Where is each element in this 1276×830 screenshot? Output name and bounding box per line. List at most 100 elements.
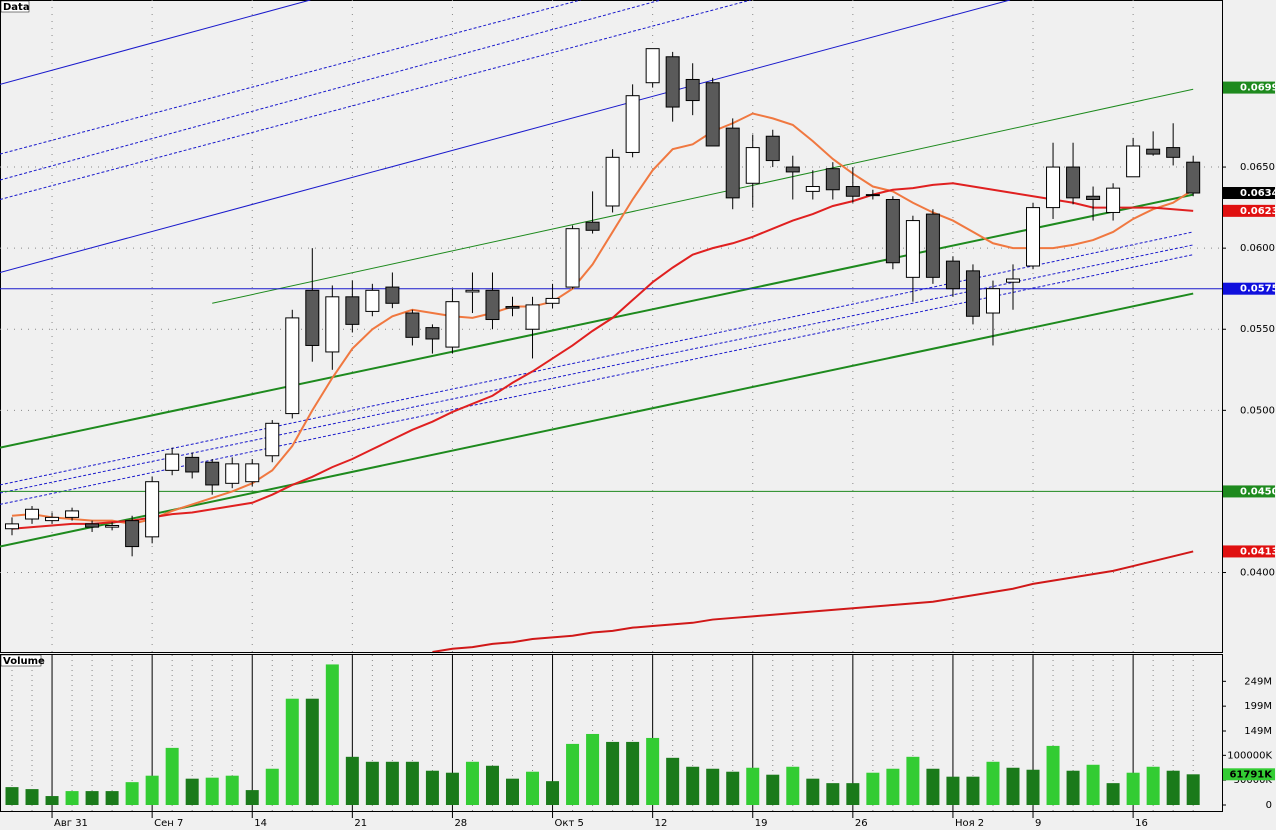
main-frame	[0, 0, 1223, 653]
y-tick-label: 0.0500	[1240, 405, 1275, 416]
candle-body	[965, 270, 980, 317]
trend-line	[0, 292, 1194, 548]
volume-bar	[946, 776, 960, 805]
y-tick-label: 50000K	[1234, 775, 1273, 786]
candle-body	[45, 516, 60, 522]
volume-bar	[1026, 769, 1040, 805]
candle-body	[385, 286, 400, 304]
volume-bar	[726, 771, 740, 805]
candle-body	[105, 524, 120, 528]
volume-bar	[886, 768, 900, 805]
volume-bar	[626, 741, 640, 805]
candle-body	[1146, 148, 1161, 155]
volume-bar	[385, 761, 399, 805]
volume-bar	[225, 775, 239, 805]
volume-bar	[686, 766, 700, 805]
volume-bar	[85, 791, 99, 805]
volume-bar	[45, 796, 59, 805]
candle-body	[1126, 145, 1141, 178]
trend-line	[0, 193, 1194, 449]
candle-body	[145, 481, 160, 538]
candle-body	[745, 147, 760, 184]
candle-body	[865, 194, 880, 197]
trend-line	[0, 0, 311, 85]
candle-body	[825, 168, 840, 191]
candle-body	[705, 82, 720, 147]
candle-body	[485, 289, 500, 321]
x-tick-label: 21	[354, 818, 367, 829]
candle-body	[245, 463, 260, 483]
price-marker-label: 0.0575	[1240, 284, 1276, 295]
price-marker	[1223, 204, 1275, 217]
volume-bar	[425, 770, 439, 805]
volume-bar	[1066, 770, 1080, 805]
volume-bar	[185, 778, 199, 805]
candle-body	[85, 523, 100, 528]
volume-bar	[465, 761, 479, 805]
trend-line	[0, 244, 1194, 494]
volume-bar	[806, 778, 820, 805]
candle-body	[345, 296, 360, 325]
y-tick-label: 149M	[1244, 726, 1272, 737]
price-marker-label: 0.0413	[1240, 546, 1276, 557]
price-marker-label: 0.0634	[1240, 188, 1276, 199]
volume-bar	[325, 664, 339, 805]
x-tick-label: 14	[254, 818, 267, 829]
candle-body	[925, 213, 940, 278]
price-marker-label: 0.0450	[1240, 486, 1276, 497]
y-tick-label: 0.0650	[1240, 162, 1275, 173]
candle-body	[365, 289, 380, 312]
main-plot	[0, 0, 1222, 652]
price-marker	[1223, 545, 1275, 558]
candle-body	[1166, 147, 1181, 158]
candle-body	[985, 288, 1000, 314]
volume-bar	[105, 791, 119, 805]
candle-body	[565, 228, 580, 288]
trend-line	[0, 0, 1011, 273]
volume-bar	[906, 756, 920, 805]
indicator-line	[11, 182, 1194, 530]
x-tick-label: 12	[655, 818, 668, 829]
volume-bar	[165, 747, 179, 805]
volume-bar	[586, 733, 600, 805]
volume-bar	[265, 768, 279, 805]
volume-bar	[506, 778, 519, 805]
title-box	[0, 0, 30, 13]
axes: 0.0400 0.0500 0.0550 0.0600 0.0650 Авг 31 Сен …	[51, 81, 1276, 829]
title-box	[0, 654, 42, 667]
candle-body	[5, 523, 19, 530]
volume-bar	[205, 777, 219, 805]
trend-line	[0, 0, 751, 200]
candle-body	[785, 166, 800, 173]
candle-body	[765, 135, 780, 162]
volume-bar	[766, 774, 780, 805]
candle-body	[125, 520, 140, 548]
candle-body	[445, 301, 460, 348]
volume-bar	[1046, 745, 1060, 805]
candle-body	[1046, 166, 1061, 209]
volume-bar	[25, 789, 39, 805]
x-tick-label: Ноя 2	[955, 818, 984, 829]
volume-bar	[1166, 770, 1180, 805]
volume-marker	[1223, 768, 1275, 781]
trend-line	[212, 88, 1194, 304]
candle-body	[65, 510, 80, 518]
x-tick-label: Авг 31	[54, 818, 88, 829]
volume-bar	[125, 782, 139, 805]
y-tick-label: 249M	[1244, 676, 1272, 687]
x-tick-label: 9	[1035, 818, 1041, 829]
candle-body	[945, 260, 960, 290]
volume-frame	[0, 654, 1223, 812]
indicator-line	[11, 112, 1194, 525]
volume-bar	[566, 743, 580, 805]
volume-bar	[305, 698, 319, 805]
volume-bar	[485, 765, 499, 805]
price-marker-label: 0.0699	[1240, 83, 1276, 94]
candle-body	[605, 156, 620, 207]
x-tick-label: 28	[454, 818, 467, 829]
price-marker	[1223, 187, 1275, 200]
chart-title: Data	[3, 2, 30, 13]
candle-body	[305, 289, 320, 346]
y-tick-label: 100000K	[1227, 750, 1272, 761]
